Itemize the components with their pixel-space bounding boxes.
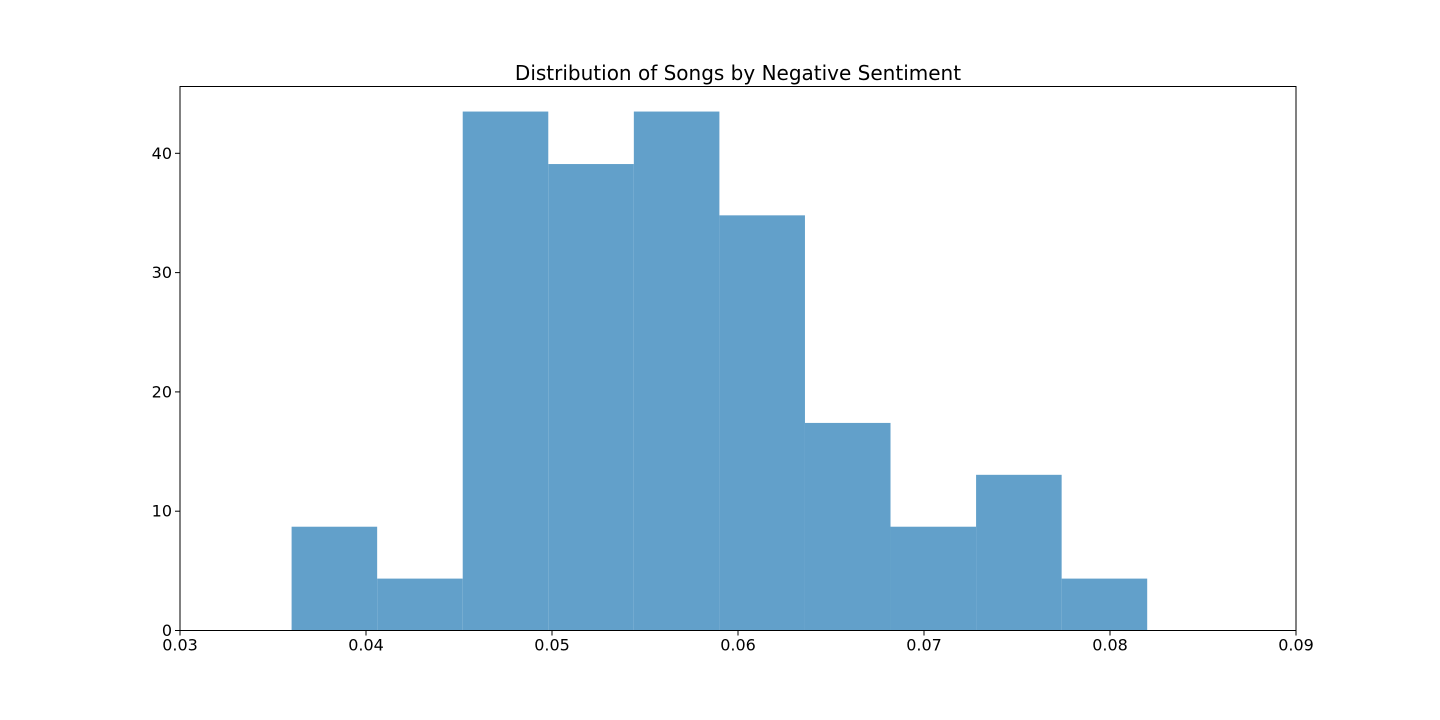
y-tick-label: 40 [152,144,172,163]
histogram-bar-5 [719,215,805,631]
y-tick-label: 30 [152,263,172,282]
x-tick-label: 0.05 [534,636,570,655]
x-tick-label: 0.08 [1092,636,1128,655]
x-tick-label: 0.07 [906,636,942,655]
histogram-bar-4 [633,111,720,631]
histogram-bar-8 [976,474,1062,631]
x-axis: 0.03 0.04 0.05 0.06 0.07 0.08 0.09 [162,630,1314,655]
y-tick-label: 0 [162,621,172,640]
histogram-bar-7 [890,526,977,631]
x-tick-label: 0.06 [720,636,756,655]
x-tick-label: 0.09 [1278,636,1314,655]
y-tick-label: 20 [152,382,172,401]
y-axis: 0 10 20 30 40 [152,144,180,640]
histogram-bar-0 [291,526,378,631]
chart-title: Distribution of Songs by Negative Sentim… [515,61,961,85]
histogram-bars [291,111,1148,631]
histogram-bar-1 [377,578,463,631]
histogram-bar-2 [462,111,549,631]
y-tick-label: 10 [152,502,172,521]
histogram-bar-6 [804,422,891,631]
histogram-bar-9 [1061,578,1148,631]
x-tick-label: 0.03 [162,636,198,655]
histogram-bar-3 [548,164,634,631]
x-tick-label: 0.04 [348,636,384,655]
